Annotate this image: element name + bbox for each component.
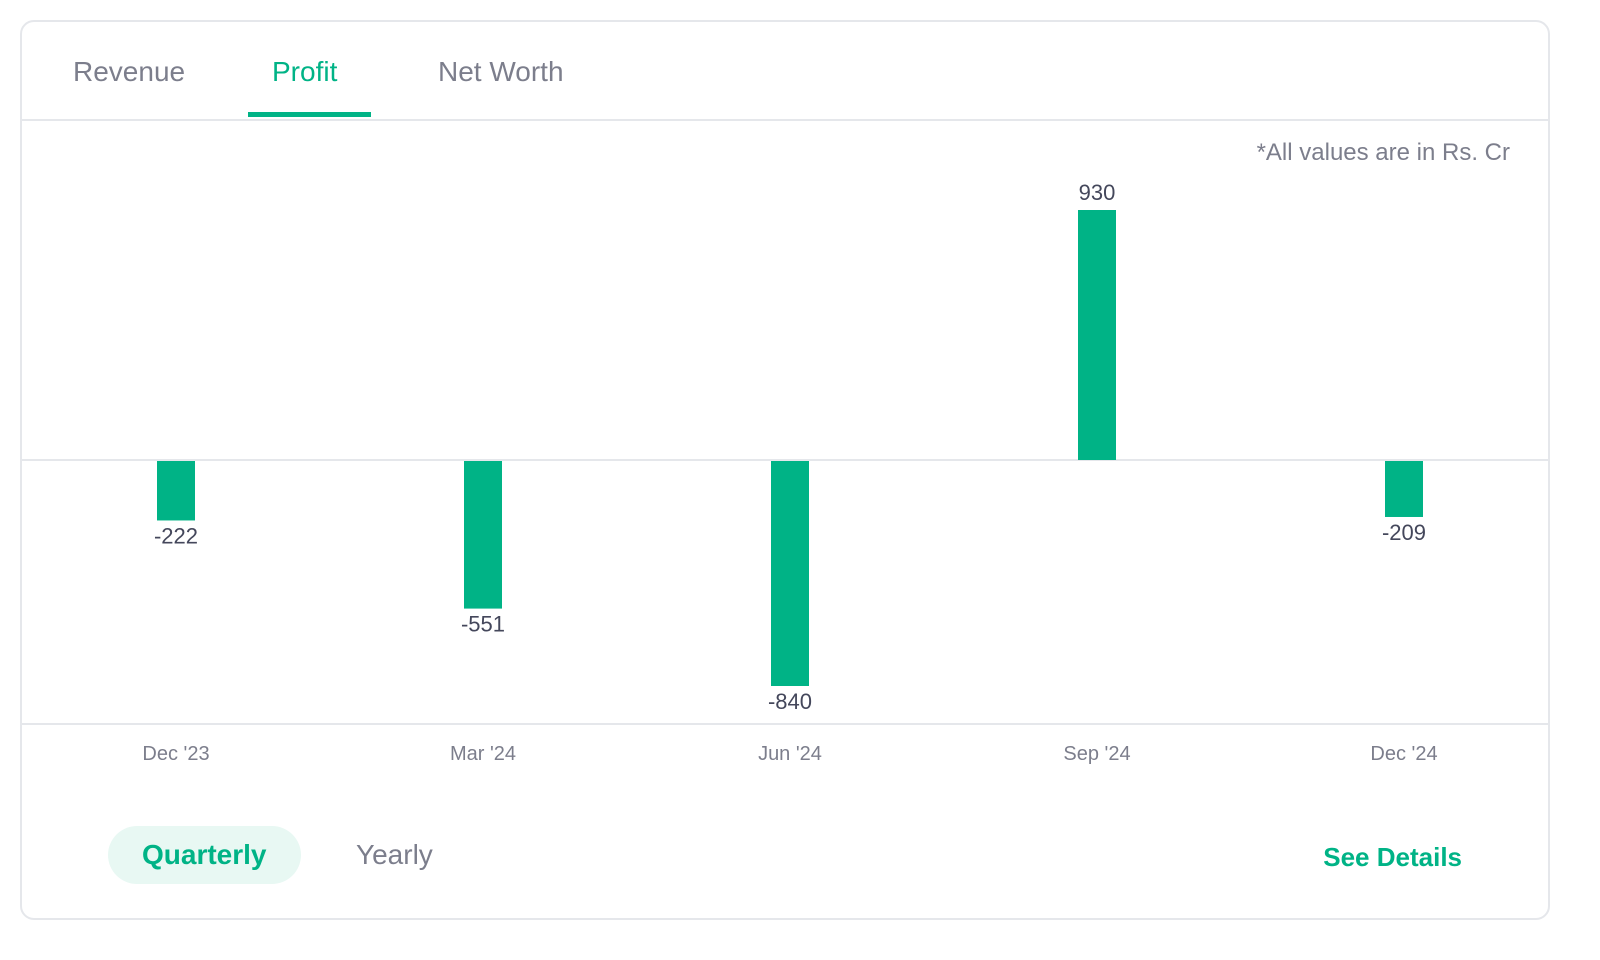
bar-value-label: 930 xyxy=(1079,180,1116,205)
quarterly-toggle[interactable]: Quarterly xyxy=(108,826,301,884)
unit-note: *All values are in Rs. Cr xyxy=(1256,139,1510,166)
yearly-toggle[interactable]: Yearly xyxy=(356,839,433,870)
active-tab-indicator xyxy=(248,112,371,117)
bar[interactable] xyxy=(464,461,502,609)
chart-footer: Quarterly Yearly See Details xyxy=(22,822,1548,892)
x-tick-label: Dec '23 xyxy=(142,743,209,765)
tab-net-worth[interactable]: Net Worth xyxy=(438,56,564,87)
bar-value-label: -209 xyxy=(1382,520,1426,545)
x-tick-label: Jun '24 xyxy=(758,743,822,765)
bar[interactable] xyxy=(1385,461,1423,517)
bar-value-label: -222 xyxy=(154,523,198,548)
tab-profit[interactable]: Profit xyxy=(272,56,338,87)
x-tick-label: Dec '24 xyxy=(1370,743,1437,765)
x-tick-label: Mar '24 xyxy=(450,743,516,765)
bar[interactable] xyxy=(771,461,809,686)
bar-value-label: -840 xyxy=(768,689,812,714)
profit-chart-card: Revenue Profit Net Worth *All values are… xyxy=(20,20,1550,920)
bar[interactable] xyxy=(1078,210,1116,460)
see-details-link[interactable]: See Details xyxy=(1323,842,1462,872)
bar-chart: -222 Dec '23 -551 Mar '24 -840 Jun '24 930 Sep … xyxy=(22,180,1548,765)
x-tick-label: Sep '24 xyxy=(1063,743,1130,765)
bar[interactable] xyxy=(157,461,195,521)
bar-value-label: -551 xyxy=(461,612,505,637)
tab-revenue[interactable]: Revenue xyxy=(73,56,186,87)
tab-bar: Revenue Profit Net Worth xyxy=(22,22,1548,121)
